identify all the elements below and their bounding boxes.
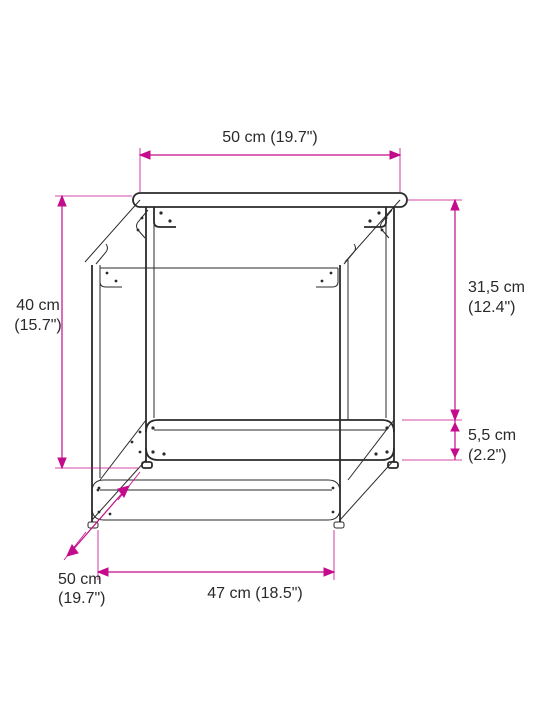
dim-text-right-lower-b: (2.2") <box>468 447 507 464</box>
dim-text-left-height-b: (15.7") <box>14 317 61 334</box>
dim-text-top: 50 cm (19.7") <box>222 129 318 146</box>
dim-right-upper <box>402 200 462 420</box>
dim-text-depth-b: (19.7") <box>58 590 105 607</box>
dim-left-height <box>55 196 138 468</box>
dim-right-lower <box>402 420 462 460</box>
dim-text-right-lower-a: 5,5 cm <box>468 427 516 444</box>
dim-text-right-upper-a: 31,5 cm <box>468 279 525 296</box>
dim-text-right-upper-b: (12.4") <box>468 299 515 316</box>
dim-text-bottom: 47 cm (18.5") <box>207 585 303 602</box>
dim-text-depth-a: 50 cm <box>58 571 102 588</box>
dimensions-group <box>55 148 462 580</box>
dim-text-left-height-a: 40 cm <box>16 297 60 314</box>
dim-bottom-width <box>98 530 334 580</box>
dim-top-width <box>140 148 400 192</box>
technical-drawing: 50 cm (19.7") 40 cm (15.7") 50 cm (19.7"… <box>0 0 540 720</box>
furniture-object <box>85 193 407 528</box>
dim-depth <box>64 472 140 560</box>
dimension-labels: 50 cm (19.7") 40 cm (15.7") 50 cm (19.7"… <box>14 129 525 607</box>
